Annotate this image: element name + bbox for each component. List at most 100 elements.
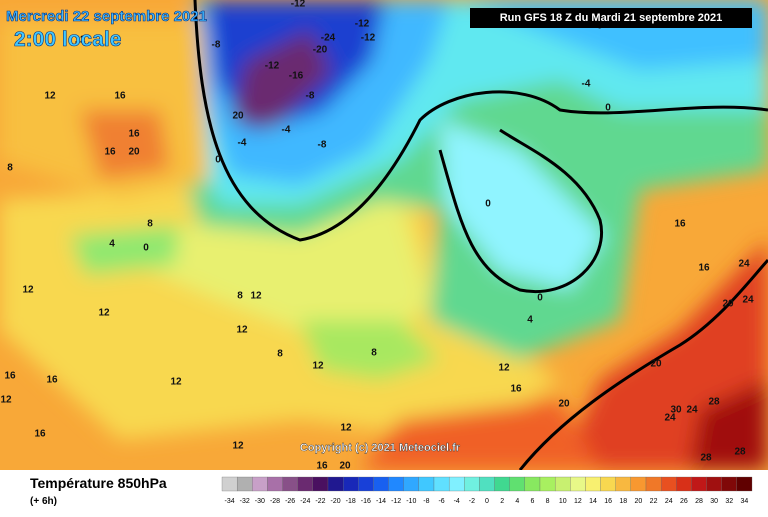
scale-label: 24 (665, 498, 673, 505)
contour-label: 12 (98, 308, 110, 319)
contour-label: -4 (238, 138, 247, 149)
scale-swatch (464, 476, 480, 492)
scale-label: -30 (255, 498, 265, 505)
scale-label: -12 (391, 498, 401, 505)
contour-label: 16 (114, 91, 126, 102)
contour-label: -12 (361, 33, 376, 44)
contour-label: 12 (0, 395, 12, 406)
scale-label: 8 (546, 498, 550, 505)
contour-label: 16 (316, 461, 328, 472)
contour-label: 28 (700, 453, 712, 464)
scale-swatch (358, 476, 374, 492)
scale-label: -18 (346, 498, 356, 505)
scale-label: -34 (225, 498, 235, 505)
scale-label: 12 (574, 498, 582, 505)
scale-swatch (297, 476, 314, 492)
contour-label: 8 (147, 219, 153, 230)
scale-label: 34 (741, 498, 749, 505)
contour-label: -8 (306, 91, 315, 102)
run-box (470, 8, 752, 28)
scale-label: -22 (315, 498, 325, 505)
scale-swatch (252, 476, 268, 492)
scale-label: -8 (423, 498, 429, 505)
contour-label: 24 (686, 405, 698, 416)
scale-label: 30 (710, 498, 718, 505)
scale-swatch (539, 476, 556, 492)
contour-label: 0 (485, 199, 491, 210)
contour-label: 24 (742, 295, 754, 306)
contour-label: 12 (236, 325, 248, 336)
scale-swatch (524, 476, 541, 492)
contour-label: 0 (605, 103, 611, 114)
scale-label: 28 (695, 498, 703, 505)
scale-label: 26 (680, 498, 688, 505)
scale-swatch (615, 476, 632, 492)
scale-swatch (570, 476, 586, 492)
scale-label: 16 (604, 498, 612, 505)
scale-label: 22 (650, 498, 658, 505)
scale-swatch (388, 476, 404, 492)
contour-label: 12 (74, 35, 86, 46)
contour-label: -8 (212, 40, 221, 51)
scale-swatch (373, 476, 389, 492)
contour-label: 0 (537, 293, 543, 304)
contour-label: 12 (22, 285, 34, 296)
contour-label: -20 (313, 45, 328, 56)
scale-swatch (403, 476, 420, 492)
scale-label: 0 (485, 498, 489, 505)
scale-swatch (554, 476, 571, 492)
contour-label: 20 (339, 461, 351, 472)
contour-label: 0 (143, 243, 149, 254)
contour-label: 16 (34, 429, 46, 440)
contour-label: -8 (318, 140, 327, 151)
forecast-step: (+ 6h) (30, 496, 57, 507)
map-date: Mercredi 22 septembre 2021 (6, 8, 207, 25)
scale-swatch (448, 476, 465, 492)
contour-label: 12 (312, 361, 324, 372)
scale-label: 10 (559, 498, 567, 505)
scale-swatch (494, 476, 510, 492)
scale-label: -24 (300, 498, 310, 505)
contour-label: 4 (527, 315, 533, 326)
scale-swatch (660, 476, 677, 492)
scale-label: -6 (438, 498, 444, 505)
copyright: Copyright (c) 2021 Meteociel.fr (300, 442, 461, 454)
scale-label: -28 (270, 498, 280, 505)
contour-label: 20 (650, 359, 662, 370)
contour-label: 16 (128, 129, 140, 140)
scale-swatch (479, 476, 495, 492)
contour-label: 30 (670, 405, 682, 416)
scale-swatch (706, 476, 722, 492)
contour-label: 16 (46, 375, 58, 386)
contour-label: 16 (674, 219, 686, 230)
contour-label: 12 (232, 441, 244, 452)
scale-swatch (342, 476, 359, 492)
contour-label: -12 (291, 0, 306, 10)
scale-label: 14 (589, 498, 597, 505)
scale-label: 2 (500, 498, 504, 505)
contour-label: 8 (371, 348, 377, 359)
contour-label: 20 (128, 147, 140, 158)
contour-label: 28 (708, 397, 720, 408)
contour-label: 16 (510, 384, 522, 395)
scale-label: -2 (469, 498, 475, 505)
contour-label: 8 (7, 163, 13, 174)
scale-swatch (676, 476, 692, 492)
contour-label: 8 (237, 291, 243, 302)
run-label: Run GFS 18 Z du Mardi 21 septembre 2021 (500, 12, 723, 24)
scale-swatch (418, 476, 435, 492)
contour-label: 28 (734, 447, 746, 458)
scale-swatch (282, 476, 298, 492)
contour-label: 24 (664, 413, 676, 424)
contour-label: 0 (215, 155, 221, 166)
contour-label: -12 (355, 19, 370, 30)
scale-swatch (645, 476, 662, 492)
scale-swatch (312, 476, 329, 492)
scale-label: 4 (515, 498, 519, 505)
scale-label: -16 (361, 498, 371, 505)
contour-label: 12 (170, 377, 182, 388)
scale-swatch (630, 476, 647, 492)
scale-label: 32 (725, 498, 733, 505)
